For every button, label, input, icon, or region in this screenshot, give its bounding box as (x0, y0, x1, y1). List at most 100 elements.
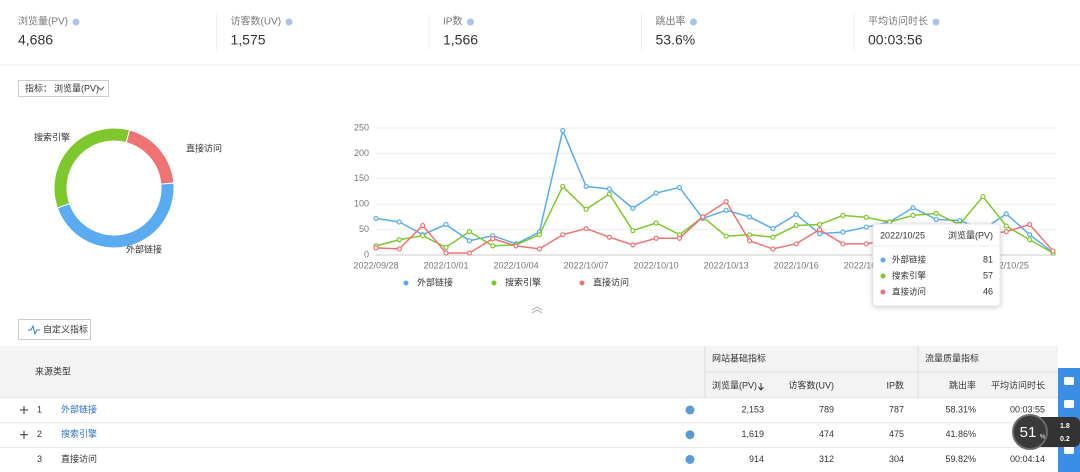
line-point (653, 190, 659, 196)
speed-panel (1036, 417, 1080, 447)
help-icon (690, 18, 697, 26)
line-point (770, 225, 776, 232)
line-point (816, 227, 823, 233)
line-point (653, 235, 659, 241)
line-point (980, 193, 986, 200)
metric-value: 1,575 (231, 32, 266, 48)
line-point (1027, 232, 1033, 238)
line-point (373, 215, 379, 222)
globe-icon[interactable] (685, 454, 695, 464)
line-point (793, 222, 799, 229)
y-tick-label: 250 (354, 122, 369, 132)
toolbar-icon[interactable] (1064, 446, 1074, 454)
line-point (583, 183, 589, 190)
metric-label: 浏览量(PV) (18, 15, 68, 28)
x-tick-label: 2022/10/01 (424, 260, 469, 270)
metric-selector[interactable] (18, 80, 109, 97)
line-point (560, 127, 566, 134)
table-cell: 00:03:55 (1010, 404, 1045, 414)
line-point (443, 250, 449, 256)
button-icon (28, 324, 40, 336)
dropdown-arrow (97, 86, 105, 91)
column-header[interactable]: 浏览量(PV) (712, 379, 757, 390)
table-cell: 914 (749, 454, 764, 464)
legend-label[interactable]: 外部链接 (417, 276, 453, 287)
line-point (816, 231, 823, 237)
line-point (443, 221, 449, 228)
line-point (793, 211, 799, 217)
line-point (583, 206, 589, 212)
line-point (560, 183, 566, 190)
tooltip-marker (880, 289, 886, 295)
tooltip-name: 搜索引擎 (892, 270, 927, 280)
column-header[interactable]: 访客数(UV) (789, 379, 835, 390)
column-header[interactable]: IP数 (886, 379, 904, 390)
line-point (676, 184, 683, 191)
y-tick-label: 0 (364, 249, 369, 259)
line-point (933, 210, 939, 216)
x-tick-label: 2022/10/07 (564, 260, 609, 270)
metric-label: IP数 (443, 15, 462, 28)
legend-label[interactable]: 搜索引擎 (505, 276, 541, 287)
line-point (770, 234, 776, 240)
table-cell: 474 (819, 429, 834, 439)
tooltip-value: 81 (983, 254, 993, 264)
line-point (863, 214, 869, 221)
line-point (910, 212, 916, 218)
load-value: 51 (1020, 424, 1037, 441)
toolbar-icon[interactable] (1064, 377, 1074, 385)
line-point (630, 205, 636, 211)
expand-icon[interactable] (20, 406, 28, 414)
collapse-handle[interactable] (531, 306, 543, 314)
legend-label[interactable]: 直接访问 (593, 276, 629, 287)
upload-speed: 1.8 (1060, 423, 1070, 430)
line-point (396, 237, 402, 243)
tooltip-name: 外部链接 (892, 254, 927, 264)
x-tick-label: 2022/10/04 (494, 260, 539, 270)
tooltip (872, 223, 1001, 307)
line-point (793, 241, 799, 247)
y-tick-label: 150 (354, 173, 369, 183)
y-tick-label: 50 (359, 224, 369, 234)
table-group: 流量质量指标 (925, 352, 979, 363)
line-point (863, 241, 869, 247)
line-point (583, 225, 589, 232)
line-point (910, 205, 916, 211)
tooltip-name: 直接访问 (892, 286, 926, 296)
line-point (676, 235, 683, 241)
column-header[interactable]: 平均访问时长 (991, 379, 1045, 390)
line-point (396, 219, 402, 225)
legend-marker (403, 280, 409, 286)
line-point (723, 199, 729, 205)
table-cell: 475 (889, 429, 904, 439)
help-icon (72, 18, 80, 26)
line-point (630, 228, 636, 234)
globe-icon[interactable] (685, 430, 695, 440)
table-cell: 304 (889, 454, 904, 464)
selector-label: 指标： (25, 82, 52, 93)
source-name[interactable]: 搜索引擎 (61, 428, 97, 439)
column-header[interactable]: 跳出率 (949, 379, 976, 390)
metric-value: 4,686 (18, 32, 53, 48)
tooltip-title: 2022/10/25 (880, 230, 925, 240)
donut-segment (53, 127, 131, 209)
globe-icon[interactable] (685, 405, 695, 415)
line-point (700, 214, 706, 220)
row-index: 2 (37, 429, 42, 439)
table-cell: 789 (819, 404, 834, 414)
source-name[interactable]: 外部链接 (61, 403, 97, 414)
line-point (466, 229, 472, 235)
table-group: 来源类型 (35, 365, 71, 376)
custom-metric-button[interactable] (18, 319, 91, 340)
line-point (653, 220, 659, 226)
line-point (1050, 248, 1056, 254)
line-point (746, 238, 753, 244)
line-point (816, 221, 823, 228)
expand-icon[interactable] (20, 430, 28, 439)
line-point (746, 232, 753, 238)
x-tick-label: 2022/09/28 (353, 260, 398, 270)
toolbar-icon[interactable] (1064, 400, 1074, 408)
row-index: 3 (37, 454, 42, 464)
line-point (933, 216, 939, 223)
